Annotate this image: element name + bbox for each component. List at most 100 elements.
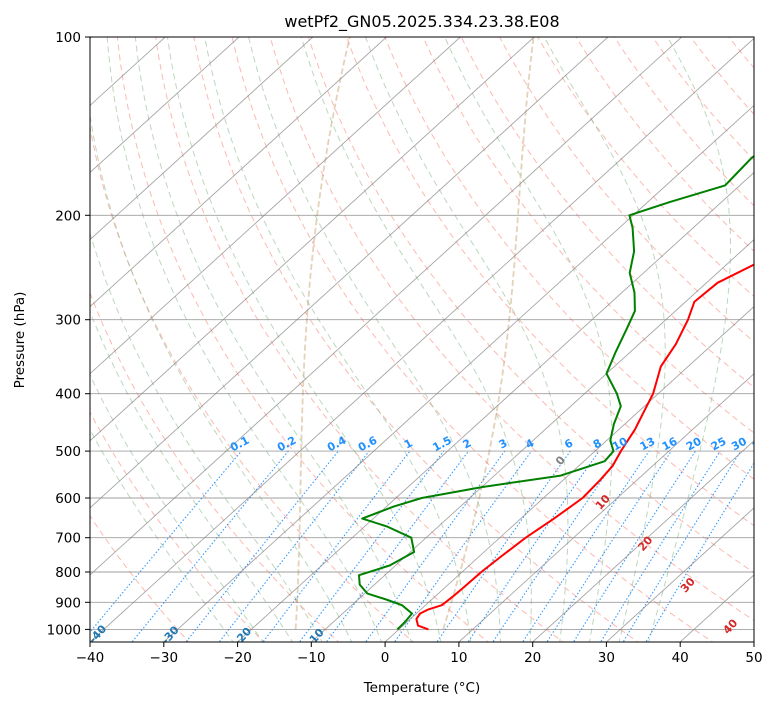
y-tick-label: 1000 [47, 622, 81, 638]
dry-adiabat [155, 37, 564, 642]
moist-adiabat [134, 37, 412, 642]
mixing-ratio-line [600, 450, 721, 642]
y-tick-label: 100 [55, 30, 81, 46]
isotherms [90, 37, 754, 642]
y-tick-label: 200 [55, 208, 81, 224]
mixing-ratio-label: 25 [709, 435, 729, 454]
moist-adiabat [106, 37, 382, 642]
plot-frame [89, 36, 755, 643]
mixing-ratio-line [436, 450, 571, 642]
x-tick-label: −20 [223, 650, 252, 666]
moist-adiabat [90, 231, 323, 642]
dry-adiabat [460, 37, 754, 388]
isotherm-line [236, 171, 754, 642]
moist-adiabat [300, 37, 532, 642]
isotherm-line [458, 373, 754, 642]
isotherm-line [90, 37, 609, 509]
x-tick-label: 10 [450, 650, 467, 666]
mixing-ratio-line [325, 450, 470, 642]
y-tick-label: 900 [55, 595, 81, 611]
isotherm-line [531, 440, 754, 642]
mixing-ratio-line [393, 450, 532, 642]
moist-adiabats [90, 37, 732, 642]
dry-adiabat [422, 37, 754, 434]
dry-adiabat [90, 514, 190, 642]
moist-adiabat [90, 112, 353, 642]
x-tick-label: 20 [524, 650, 541, 666]
mixing-ratio-line [262, 450, 411, 642]
isotherm-line [384, 305, 754, 642]
dry-adiabat [231, 37, 714, 642]
moist-adiabat [364, 37, 569, 642]
mixing-ratio-line [365, 450, 506, 642]
y-tick-label: 500 [55, 444, 81, 460]
dry-adiabat [537, 37, 754, 298]
temperature-line [415, 263, 754, 631]
dry-adiabat [116, 37, 490, 642]
theta-e-lines [294, 37, 535, 630]
mixing-ratio-line [522, 450, 650, 642]
x-tick-label: 0 [381, 650, 390, 666]
mixing-ratio-line [645, 462, 754, 642]
x-tick-label: 50 [745, 650, 762, 666]
x-tick-label: −10 [297, 650, 326, 666]
sounding-series [358, 154, 754, 631]
dry-adiabat [90, 124, 415, 642]
isotherm-line [163, 104, 754, 642]
x-axis-label: Temperature (°C) [363, 680, 481, 696]
moist-adiabat [90, 310, 293, 642]
dry-adiabat [346, 37, 754, 527]
x-tick-label: −30 [150, 650, 179, 666]
dry-adiabat [651, 37, 754, 161]
isotherm-line [90, 37, 462, 375]
moist-adiabat [543, 37, 666, 642]
moist-adiabat [248, 37, 501, 642]
dry-adiabat [384, 37, 754, 480]
mixing-ratio-line [492, 450, 623, 642]
x-tick-label: 30 [598, 650, 615, 666]
mixing-ratio-label: 13 [638, 435, 658, 454]
dewpoint-line [358, 154, 754, 631]
moist-adiabat [444, 37, 613, 642]
mixing-ratio-lines [90, 450, 754, 642]
dry-adiabat [193, 37, 639, 642]
y-tick-label: 600 [55, 491, 81, 507]
y-axis-ticks: 100 200 300 400 500 600 700 800 900 1000 [47, 30, 90, 638]
dry-adiabat [575, 37, 754, 252]
plot-area: 0.10.20.40.611.52346810131620253036-100-… [90, 37, 770, 642]
isotherm-line [90, 37, 754, 642]
y-tick-label: 400 [55, 387, 81, 403]
dry-adiabats [90, 37, 754, 642]
theta-e-line [294, 37, 351, 630]
dry-adiabat [90, 291, 340, 642]
mixing-ratio-line [467, 450, 600, 642]
x-tick-label: −40 [76, 650, 105, 666]
isotherm-line [90, 37, 388, 308]
mixing-ratio-line [218, 450, 370, 642]
x-axis-ticks: −40 −30 −20 −10 0 10 20 30 40 50 [76, 642, 763, 666]
y-tick-label: 300 [55, 313, 81, 329]
isotherm-line [605, 507, 754, 642]
mixing-ratio-line [185, 450, 339, 642]
moist-adiabat [166, 37, 442, 642]
isotherm-line [90, 37, 535, 442]
mixing-ratio-label: 30 [729, 435, 749, 454]
y-axis-label: Pressure (hPa) [12, 292, 28, 389]
mixing-ratio-label: 16 [660, 435, 680, 454]
isotherm-line [90, 37, 314, 241]
theta-e-line [442, 37, 535, 630]
y-tick-label: 800 [55, 565, 81, 581]
isotherm-line [90, 37, 240, 174]
isotherm-line [90, 37, 683, 576]
mixing-ratio-label: 10 [610, 435, 630, 454]
mixing-ratio-label: 20 [684, 435, 704, 454]
x-tick-label: 40 [672, 650, 689, 666]
mixing-ratio-line [622, 450, 742, 642]
isotherm-line [310, 238, 754, 642]
pressure-gridlines [90, 37, 754, 630]
mixing-ratio-label: 36 [750, 435, 770, 454]
chart-title: wetPf2_GN05.2025.334.23.38.E08 [284, 12, 559, 32]
dry-adiabat [269, 37, 754, 622]
